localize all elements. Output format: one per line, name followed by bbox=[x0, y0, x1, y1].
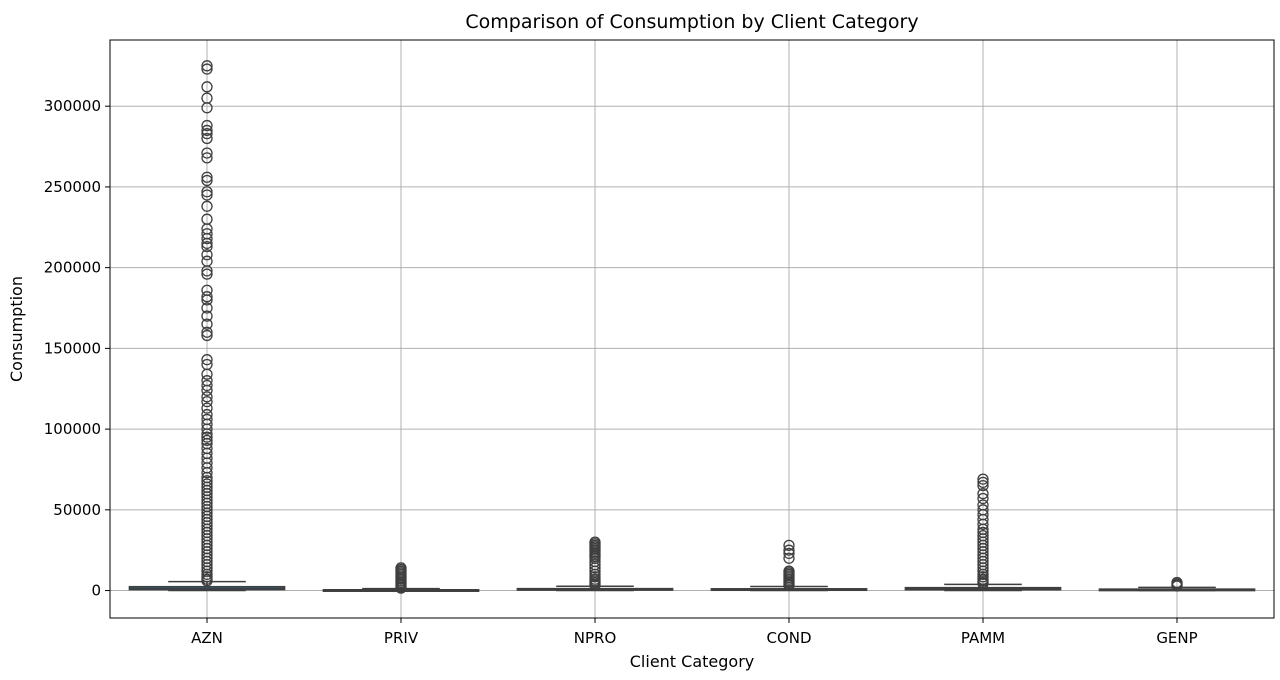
box-npro bbox=[516, 536, 674, 592]
outlier-point bbox=[201, 431, 213, 443]
outlier-point bbox=[201, 232, 213, 245]
grid bbox=[110, 40, 1274, 618]
outlier-point bbox=[201, 152, 213, 164]
outlier-point bbox=[201, 575, 213, 587]
outlier-point bbox=[201, 186, 213, 198]
outlier-point bbox=[201, 396, 213, 408]
ticks: 0 50000 100000 150000 200000 250000 300000 AZN P… bbox=[44, 97, 1198, 647]
outlier-point bbox=[201, 384, 213, 397]
outlier-point bbox=[783, 552, 795, 564]
outlier-point bbox=[201, 423, 213, 435]
outlier-point bbox=[201, 102, 213, 114]
outlier-point bbox=[201, 294, 213, 306]
outlier-point bbox=[201, 291, 213, 303]
outlier-point bbox=[977, 562, 989, 574]
x-tick-label: PAMM bbox=[961, 629, 1005, 647]
outlier-point bbox=[589, 562, 601, 574]
y-tick-label: 0 bbox=[91, 582, 101, 600]
x-tick-label: PRIV bbox=[384, 629, 419, 647]
outlier-point bbox=[201, 171, 213, 183]
outlier-point bbox=[977, 518, 989, 531]
outlier-point bbox=[201, 310, 213, 322]
outlier-point bbox=[201, 60, 213, 72]
x-tick-label: AZN bbox=[191, 629, 223, 647]
outlier-point bbox=[201, 241, 213, 253]
outlier-point bbox=[201, 268, 213, 280]
outlier-point bbox=[589, 579, 601, 592]
outlier-point bbox=[201, 174, 213, 187]
box-cond bbox=[710, 539, 868, 592]
outlier-point bbox=[201, 249, 213, 261]
y-tick-label: 50000 bbox=[53, 501, 101, 519]
outlier-point bbox=[201, 329, 213, 342]
box-pamm bbox=[904, 473, 1062, 592]
outlier-point bbox=[201, 402, 213, 414]
outlier-point bbox=[977, 476, 989, 489]
outlier-point bbox=[201, 132, 213, 145]
y-tick-label: 250000 bbox=[44, 178, 101, 196]
outlier-point bbox=[977, 479, 989, 492]
x-tick-label: NPRO bbox=[574, 629, 617, 647]
outlier-point bbox=[201, 379, 213, 392]
outlier-point bbox=[977, 577, 989, 590]
outlier-point bbox=[1171, 580, 1183, 592]
outlier-point bbox=[977, 488, 989, 500]
x-tick-label: COND bbox=[766, 629, 811, 647]
chart-title: Comparison of Consumption by Client Cate… bbox=[465, 11, 918, 33]
outlier-point bbox=[201, 81, 213, 93]
outlier-point bbox=[201, 124, 213, 137]
outlier-point bbox=[783, 579, 795, 592]
x-axis-label: Client Category bbox=[630, 652, 755, 671]
x-tick-label: GENP bbox=[1156, 629, 1197, 647]
outlier-point bbox=[201, 127, 213, 140]
outlier-point bbox=[201, 200, 213, 212]
outlier-point bbox=[977, 473, 989, 485]
outlier-point bbox=[201, 354, 213, 366]
outlier-point bbox=[201, 265, 213, 277]
outlier-point bbox=[201, 237, 213, 250]
outlier-point bbox=[201, 434, 213, 447]
outlier-point bbox=[977, 492, 989, 505]
outlier-point bbox=[201, 326, 213, 338]
outlier-point bbox=[783, 547, 795, 560]
y-axis-label: Consumption bbox=[7, 276, 26, 382]
y-tick-label: 100000 bbox=[44, 420, 101, 438]
outlier-point bbox=[201, 189, 213, 201]
box-priv bbox=[322, 562, 480, 594]
boxes bbox=[128, 60, 1256, 594]
outlier-point bbox=[783, 544, 795, 556]
outlier-point bbox=[395, 582, 407, 594]
outlier-point bbox=[201, 302, 213, 314]
outlier-point bbox=[201, 562, 213, 574]
box-azn bbox=[128, 60, 286, 592]
y-tick-label: 200000 bbox=[44, 259, 101, 277]
outlier-point bbox=[201, 147, 213, 159]
box-genp bbox=[1098, 576, 1256, 592]
outlier-point bbox=[201, 391, 213, 403]
outlier-point bbox=[201, 368, 213, 380]
outlier-point bbox=[783, 539, 795, 551]
outlier-point bbox=[201, 467, 213, 479]
y-tick-label: 150000 bbox=[44, 339, 101, 357]
plot-frame bbox=[109, 39, 1275, 619]
y-tick-label: 300000 bbox=[44, 97, 101, 115]
outlier-point bbox=[201, 318, 213, 330]
outlier-point bbox=[201, 119, 213, 132]
outlier-point bbox=[201, 63, 213, 75]
